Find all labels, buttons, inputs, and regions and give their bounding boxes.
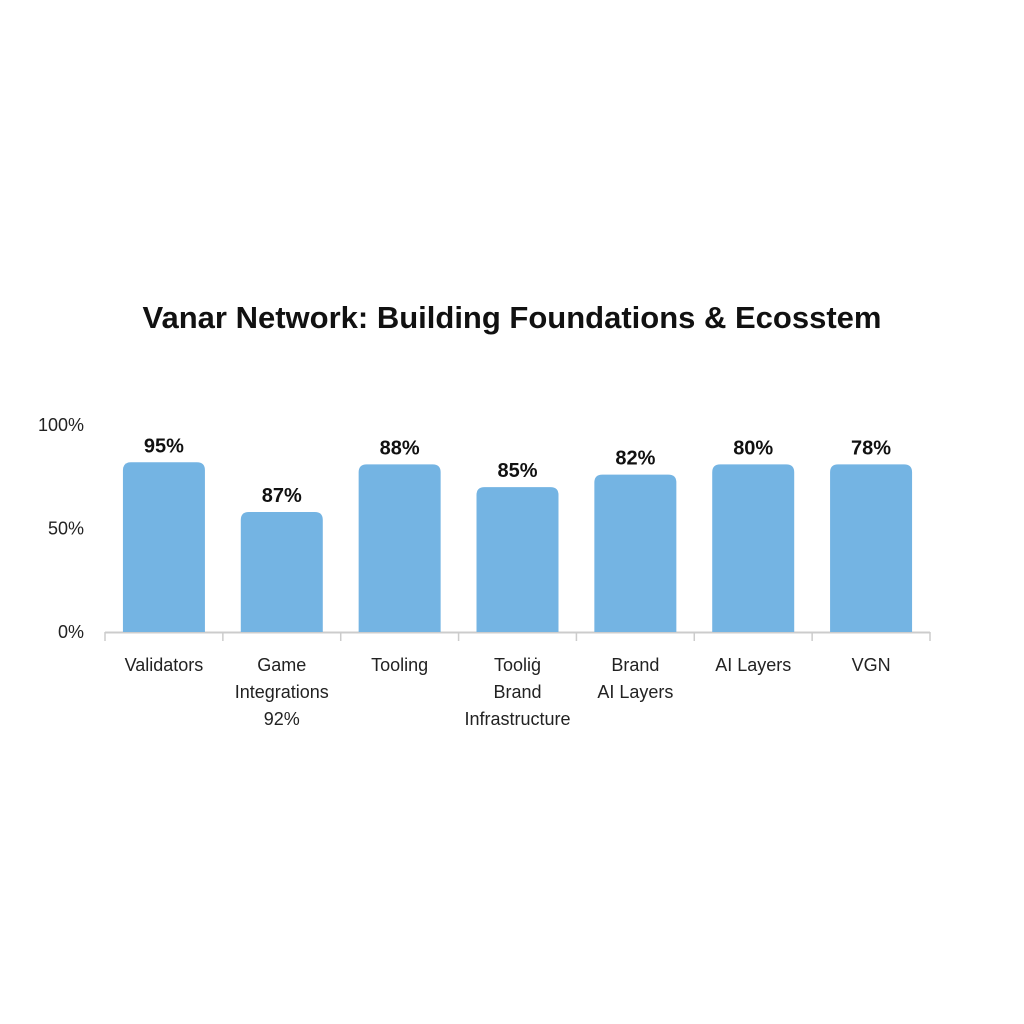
x-tick-label: AI Layers [715, 655, 791, 675]
bar [594, 474, 677, 632]
x-tick-label-line: Integrations [235, 682, 329, 702]
y-tick-label: 50% [48, 519, 84, 539]
x-tick-label-line: Infrastructure [464, 709, 570, 729]
x-tick-label-line: Brand [493, 682, 541, 702]
x-tick-label-line: Tooliġ [494, 655, 541, 675]
x-tick-label-line: AI Layers [715, 655, 791, 675]
bar [476, 487, 559, 632]
y-tick-label: 100% [38, 415, 84, 435]
x-tick-label: Game Integrations 92% [235, 655, 329, 729]
bar [830, 464, 913, 632]
x-tick-label-line: AI Layers [597, 682, 673, 702]
x-tick-label: Brand AI Layers [597, 655, 673, 702]
x-tick-label: Tooling [371, 655, 428, 675]
bar [712, 464, 795, 632]
data-label: 95% [144, 435, 184, 457]
x-tick-label-line: 92% [264, 709, 300, 729]
x-tick-label-line: Game [257, 655, 306, 675]
data-label: 82% [615, 448, 655, 470]
data-label: 85% [497, 460, 537, 482]
bar [358, 464, 441, 632]
x-tick-label-line: Brand [611, 655, 659, 675]
x-tick-label: Tooliġ Brand Infrastructure [464, 655, 570, 729]
chart-title: Vanar Network: Building Foundations & Ec… [142, 300, 882, 335]
x-tick-label-line: VGN [852, 655, 891, 675]
bar [122, 462, 205, 632]
data-label: 80% [733, 437, 773, 459]
data-label: 78% [851, 437, 891, 459]
data-label: 88% [380, 437, 420, 459]
bar [240, 511, 323, 632]
y-tick-label: 0% [58, 622, 84, 642]
x-tick-label-line: Tooling [371, 655, 428, 675]
x-tick-label: VGN [852, 655, 891, 675]
x-tick-label-line: Validators [125, 655, 204, 675]
x-tick-label: Validators [125, 655, 204, 675]
data-label: 87% [262, 485, 302, 507]
